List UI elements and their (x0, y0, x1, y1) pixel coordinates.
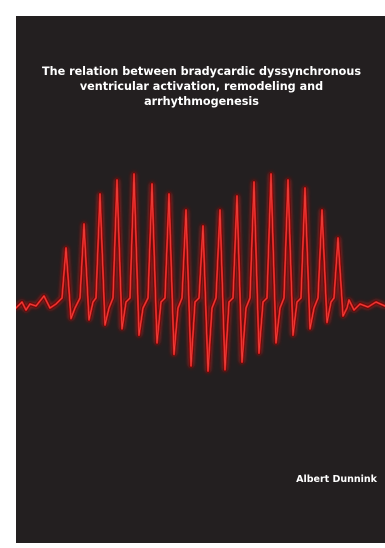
ecg-trace-group (16, 171, 385, 374)
book-cover: The relation between bradycardic dyssync… (16, 16, 385, 543)
ecg-trace-highlight (16, 173, 385, 372)
cover-title-line-1: The relation between bradycardic dyssync… (41, 65, 361, 78)
cover-title-line-2: ventricular activation, remodeling and (79, 80, 324, 93)
cover-title-line-3: arrhythmogenesis (144, 95, 259, 108)
cover-author: Albert Dunnink (296, 474, 377, 485)
cover-title: The relation between bradycardic dyssync… (26, 64, 377, 109)
ecg-heart-illustration (16, 171, 385, 374)
